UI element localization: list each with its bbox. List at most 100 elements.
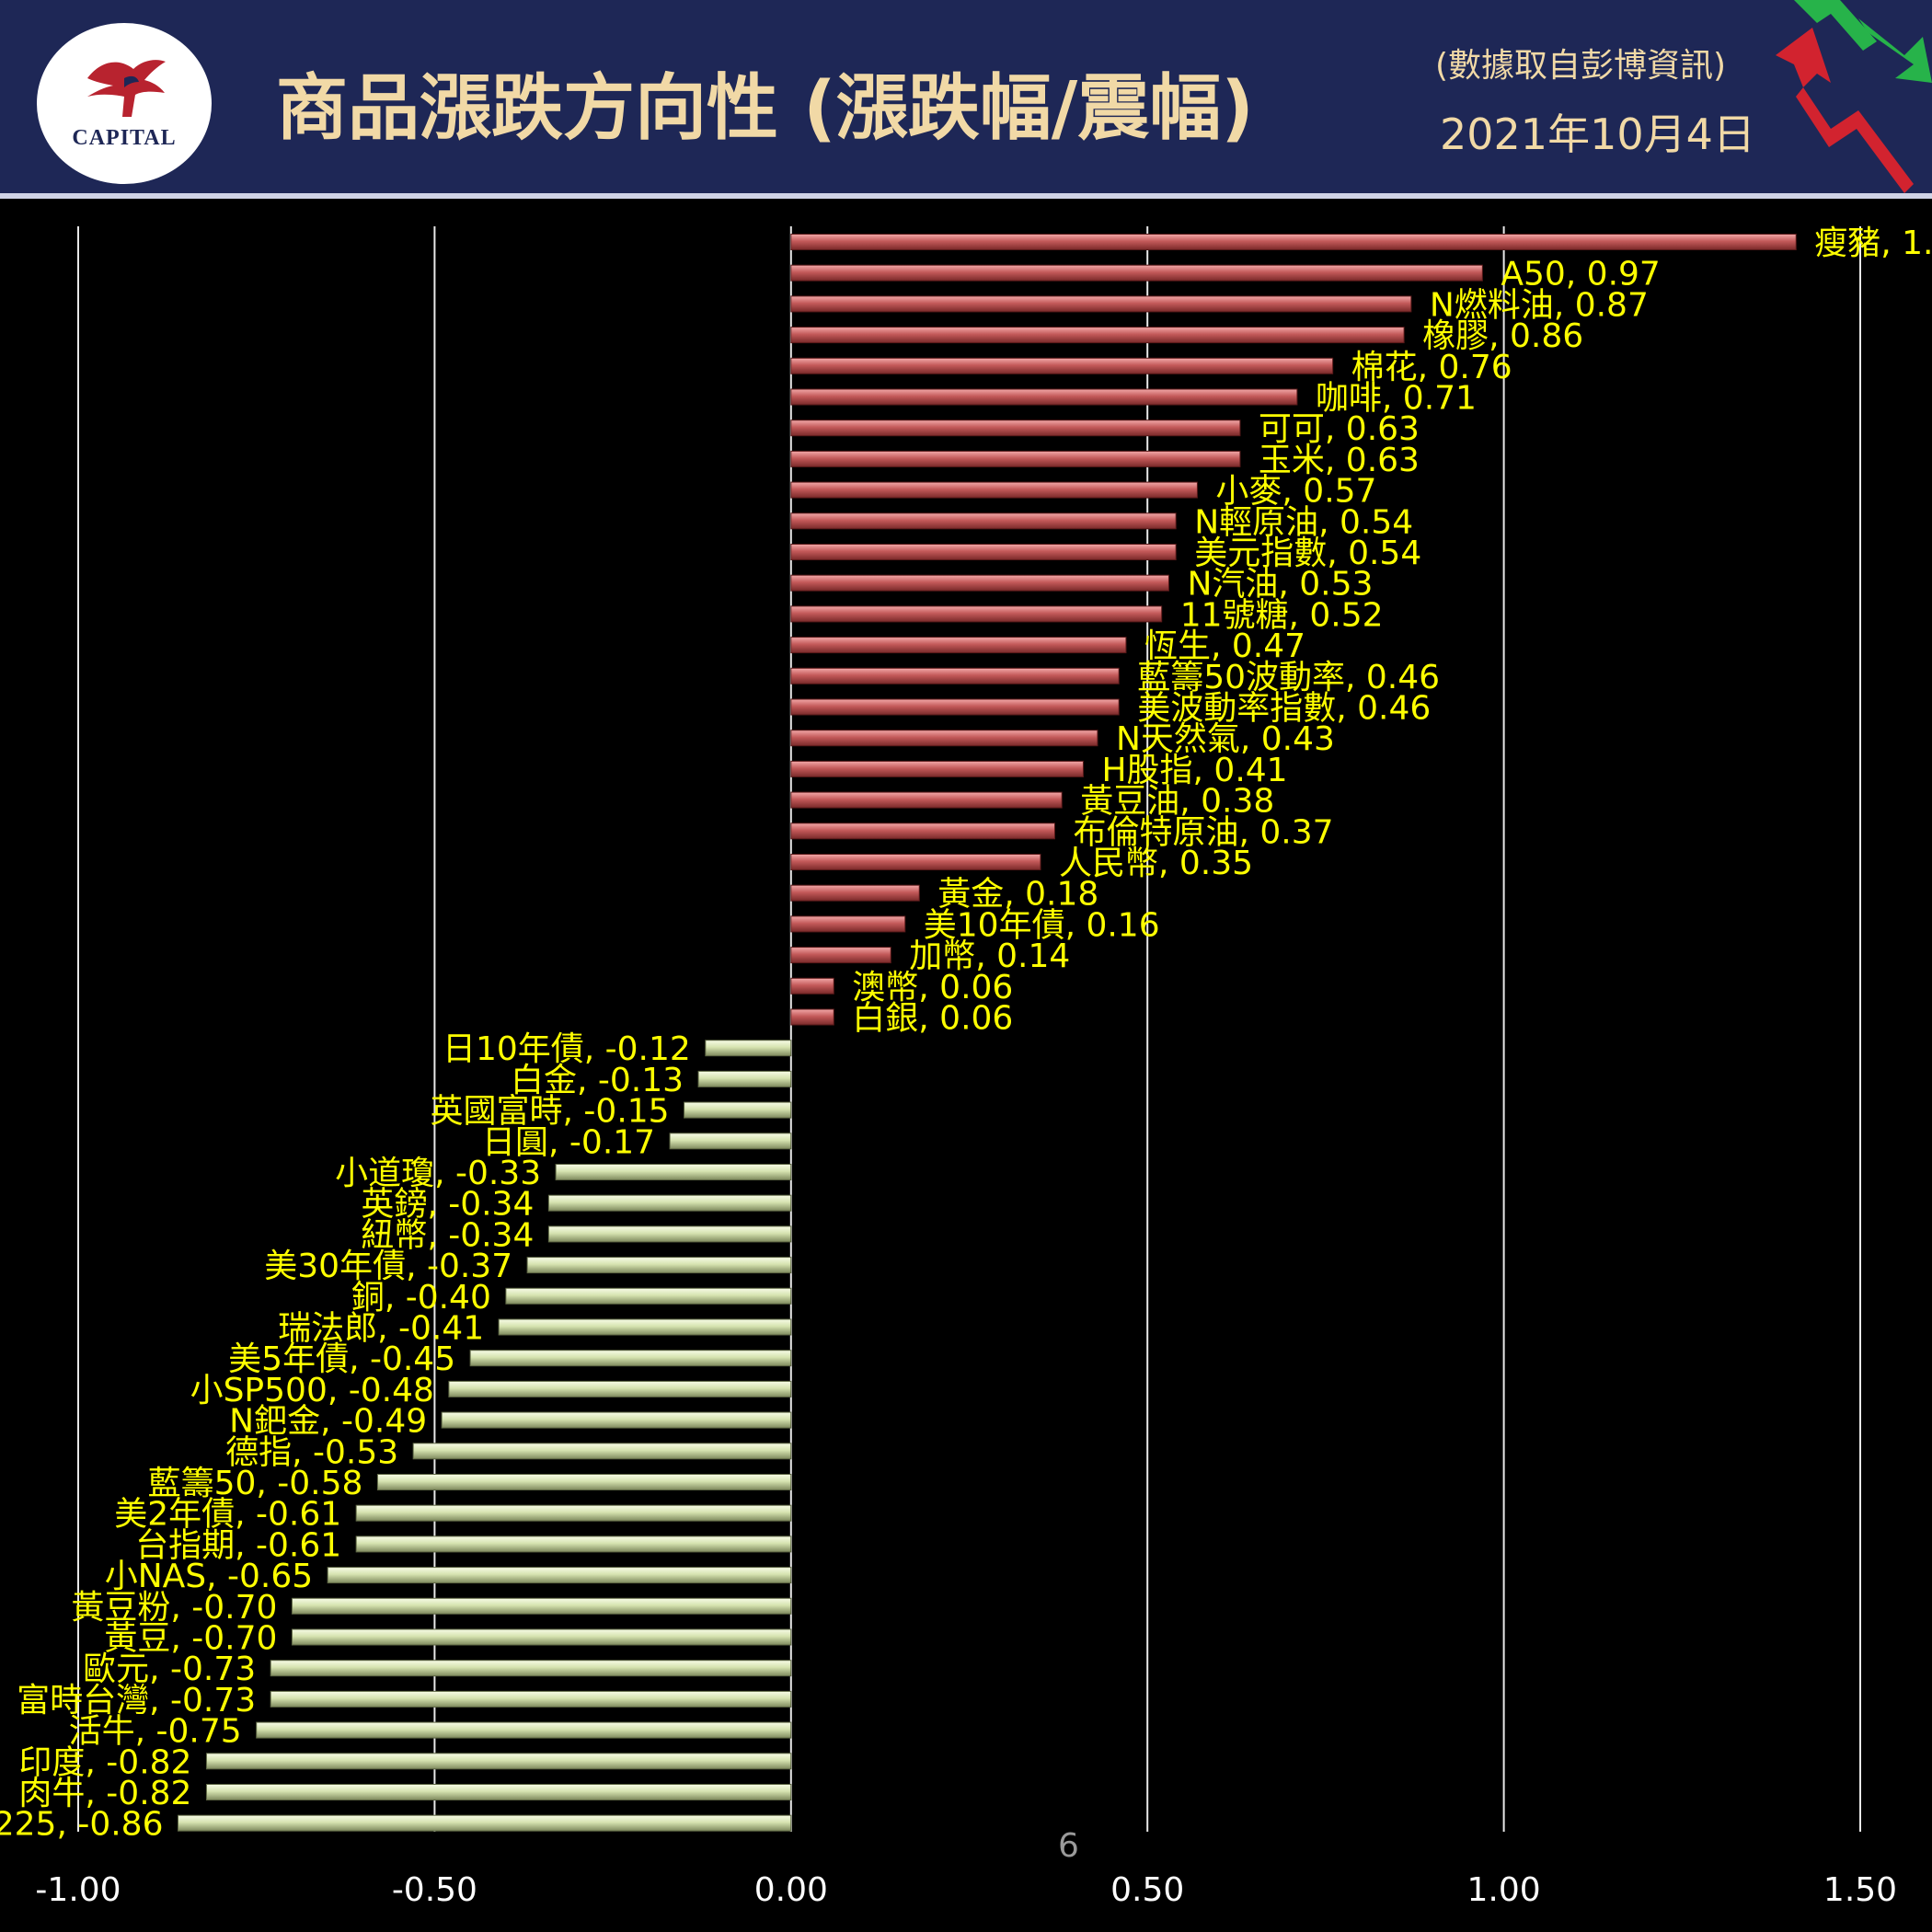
bar (177, 1814, 792, 1832)
bar (441, 1411, 792, 1429)
bar (790, 915, 906, 933)
x-tick-label: -1.00 (35, 1871, 121, 1909)
capital-logo: CAPITAL (37, 23, 212, 184)
data-label: 黃豆粉, -0.70 (71, 1589, 277, 1627)
data-label: 瑞法郎, -0.41 (278, 1310, 484, 1348)
logo-text: CAPITAL (72, 126, 177, 150)
bar (790, 357, 1334, 374)
data-label: 小SP500, -0.48 (190, 1372, 434, 1409)
bar (790, 667, 1120, 684)
data-label: 美元指數, 0.54 (1194, 535, 1421, 572)
bar (412, 1443, 792, 1460)
bar (790, 637, 1127, 654)
bar (790, 730, 1098, 747)
bar (270, 1690, 792, 1708)
data-label: H股指, 0.41 (1101, 752, 1287, 789)
bar (205, 1784, 792, 1800)
bar (790, 544, 1177, 560)
bar (256, 1721, 792, 1739)
data-label: 瘦豬, 1.41 (1814, 224, 1932, 262)
data-label: 印度, -0.82 (18, 1743, 191, 1781)
bar (790, 854, 1041, 870)
bar (505, 1287, 792, 1305)
data-label: 白金, -0.13 (511, 1062, 684, 1099)
x-tick-label: -0.50 (392, 1871, 477, 1909)
bar (498, 1318, 792, 1336)
bar (790, 481, 1198, 499)
data-label: 加幣, 0.14 (909, 937, 1070, 975)
source-note: (數據取自彭博資訊) (1435, 47, 1727, 85)
data-label: 日圓, -0.17 (482, 1123, 655, 1161)
data-label: 日10年債, -0.12 (443, 1030, 691, 1068)
bar (790, 234, 1797, 250)
bar (205, 1753, 792, 1770)
data-label: 美10年債, 0.16 (924, 906, 1160, 944)
bar (790, 295, 1412, 313)
bar (790, 791, 1063, 809)
data-label: 可可, 0.63 (1259, 410, 1420, 448)
bar (669, 1133, 792, 1150)
data-label: 小NAS, -0.65 (105, 1558, 313, 1595)
bar (790, 420, 1241, 437)
data-label: 英鎊, -0.34 (361, 1186, 534, 1224)
trend-arrows-icon (1776, 0, 1932, 193)
x-tick-label: 1.00 (1467, 1871, 1541, 1909)
page-title: 商品漲跌方向性 (漲跌幅/震幅) (276, 67, 1254, 150)
bar (355, 1504, 792, 1522)
eagle-icon (87, 60, 166, 117)
x-tick-label: 0.00 (754, 1871, 828, 1909)
data-label: 黃金, 0.18 (937, 876, 1098, 914)
x-tick-label: 1.50 (1823, 1871, 1897, 1909)
bar (790, 698, 1120, 716)
data-label: 紐幣, -0.34 (361, 1216, 534, 1254)
bar (526, 1257, 792, 1274)
bar (790, 822, 1055, 840)
bar (705, 1040, 792, 1057)
data-label: 美波動率指數, 0.46 (1137, 690, 1431, 728)
bar (448, 1380, 792, 1397)
data-label: N鈀金, -0.49 (229, 1403, 427, 1441)
data-label: 英國富時, -0.15 (431, 1093, 670, 1131)
bar (469, 1350, 792, 1367)
bar (547, 1225, 792, 1243)
bar (790, 450, 1241, 467)
data-label: 小麥, 0.57 (1215, 473, 1376, 511)
data-label: N天然氣, 0.43 (1116, 720, 1335, 758)
report-date: 2021年10月4日 (1440, 109, 1755, 159)
data-label: N燃料油, 0.87 (1430, 286, 1649, 324)
data-label: 11號糖, 0.52 (1180, 596, 1384, 634)
data-label: 台指期, -0.61 (135, 1526, 341, 1564)
bar-chart: -1.00 -0.50 0.00 0.50 1.00 1.50 瘦豬, 1.41 A50, 0… (0, 224, 1932, 1909)
data-label: 德指, -0.53 (225, 1433, 398, 1471)
data-label: 藍籌50, -0.58 (148, 1465, 363, 1502)
data-label: A50, 0.97 (1501, 256, 1660, 293)
bar (376, 1474, 792, 1490)
bar (790, 1008, 834, 1026)
data-label: 白銀, 0.06 (852, 1000, 1013, 1038)
bar (790, 947, 891, 964)
bar (790, 327, 1405, 344)
data-label: 人民幣, 0.35 (1059, 845, 1253, 882)
bar (790, 977, 834, 995)
data-label: N輕原油, 0.54 (1194, 503, 1413, 541)
bar (790, 884, 920, 902)
bar (547, 1194, 792, 1212)
data-label: 恆生, 0.47 (1144, 627, 1305, 665)
data-label: 美2年債, -0.61 (114, 1496, 341, 1534)
chart-area: -1.00 -0.50 0.00 0.50 1.00 1.50 瘦豬, 1.41 A50, 0… (0, 199, 1932, 1932)
bar (327, 1567, 792, 1584)
header-bar: CAPITAL 商品漲跌方向性 (漲跌幅/震幅) (數據取自彭博資訊) 2021… (0, 0, 1932, 199)
data-label: 玉米, 0.63 (1259, 442, 1420, 479)
x-tick-label: 0.50 (1110, 1871, 1184, 1909)
data-label: N汽油, 0.53 (1187, 566, 1373, 604)
data-label: 黃豆, -0.70 (104, 1620, 277, 1658)
data-label: 美30年債, -0.37 (264, 1248, 512, 1285)
bar (790, 574, 1169, 592)
data-label: 美5年債, -0.45 (228, 1340, 455, 1378)
data-label: 肉牛, -0.82 (18, 1775, 191, 1812)
data-label: 棉花, 0.76 (1351, 349, 1512, 386)
bar (355, 1535, 792, 1553)
data-label: 銅, -0.40 (351, 1279, 491, 1317)
page-number: 6 (1058, 1827, 1079, 1865)
bar (291, 1597, 792, 1615)
